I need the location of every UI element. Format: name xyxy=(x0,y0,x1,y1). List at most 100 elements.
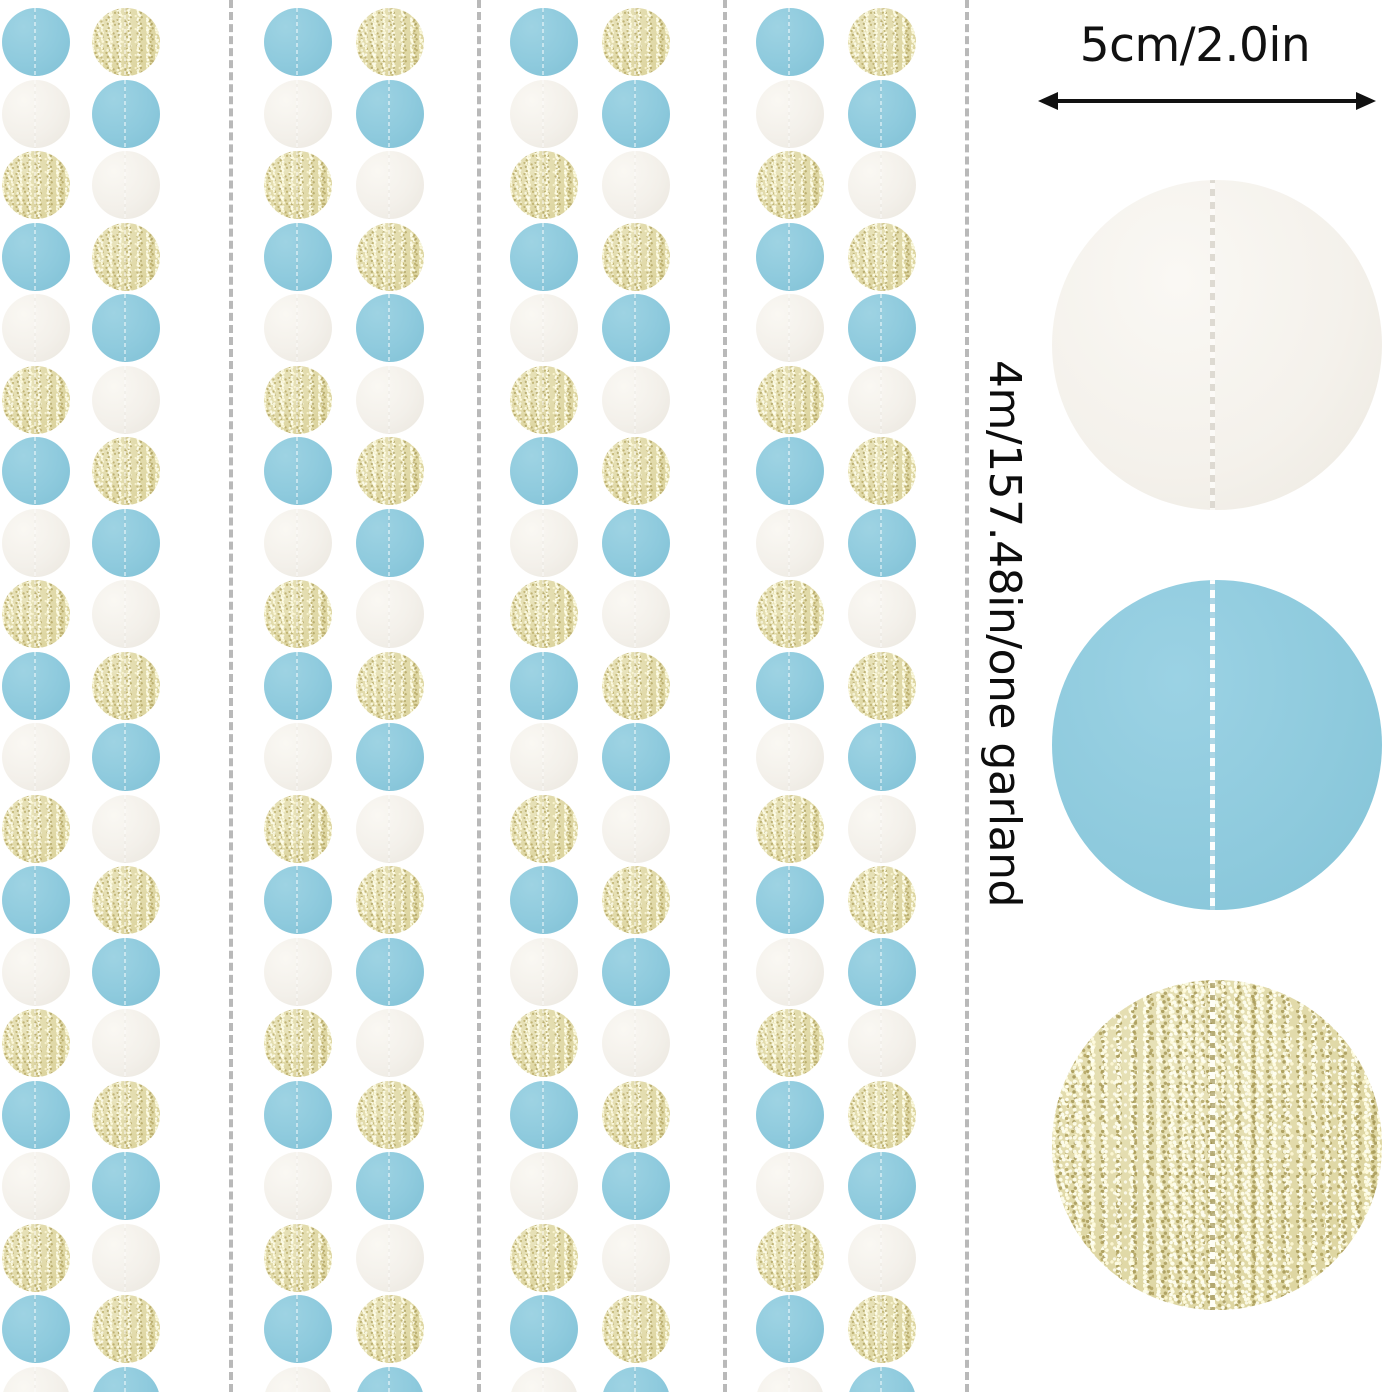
stitch-thread-icon xyxy=(387,151,390,219)
scale-label: 5cm/2.0in xyxy=(1079,18,1311,73)
stitch-thread-icon xyxy=(787,222,790,291)
stitch-thread-icon xyxy=(787,651,790,720)
stitch-thread-icon xyxy=(33,365,36,434)
stitch-thread-icon xyxy=(387,1223,390,1292)
stitch-thread-icon xyxy=(541,437,544,505)
garland-dot-blue xyxy=(510,8,578,76)
garland-dot-blue xyxy=(2,1080,70,1149)
garland-dot-white xyxy=(848,151,916,219)
gold-swatch xyxy=(1052,980,1382,1310)
stitch-thread-icon xyxy=(33,1152,36,1220)
garland-dot-gold xyxy=(848,222,916,291)
stitch-thread-icon xyxy=(879,508,882,577)
garland-dot-gold xyxy=(756,1223,824,1292)
garland-dot-gold xyxy=(756,794,824,863)
stitch-thread-icon xyxy=(879,8,882,76)
stitch-thread-icon xyxy=(33,508,36,577)
garland-dot-white xyxy=(848,580,916,648)
garland-dot-white xyxy=(756,294,824,362)
garland-panel-2 xyxy=(248,0,448,1392)
detail-swatch-region: 5cm/2.0in xyxy=(1000,0,1390,1392)
garland-strand xyxy=(2,0,70,1392)
stitch-thread-icon xyxy=(879,365,882,434)
garland-dot-blue xyxy=(2,222,70,291)
stitch-thread-icon xyxy=(541,508,544,577)
stitch-thread-icon xyxy=(633,723,636,791)
garland-strand xyxy=(356,0,424,1392)
garland-dot-blue xyxy=(756,222,824,291)
garland-dot-gold xyxy=(2,1223,70,1292)
garland-strand xyxy=(510,0,578,1392)
stitch-thread-icon xyxy=(879,437,882,505)
stitch-thread-icon xyxy=(123,79,126,148)
stitch-thread-icon xyxy=(633,937,636,1006)
stitch-thread-icon xyxy=(541,294,544,362)
garland-dot-gold xyxy=(356,1080,424,1149)
stitch-thread-icon xyxy=(123,866,126,934)
garland-dot-blue xyxy=(510,222,578,291)
stitch-thread-icon xyxy=(295,580,298,648)
stitch-thread-icon xyxy=(295,937,298,1006)
stitch-thread-icon xyxy=(541,937,544,1006)
double-headed-arrow-icon xyxy=(1038,92,1376,110)
garland-strand xyxy=(602,0,670,1392)
stitch-thread-icon xyxy=(633,151,636,219)
stitch-thread-icon xyxy=(879,937,882,1006)
garland-dot-white xyxy=(848,794,916,863)
garland-dot-gold xyxy=(356,222,424,291)
stitch-thread-icon xyxy=(633,79,636,148)
garland-dot-blue xyxy=(602,723,670,791)
stitch-thread-icon xyxy=(123,437,126,505)
stitch-thread-icon xyxy=(541,79,544,148)
stitch-thread-icon xyxy=(387,1080,390,1149)
stitch-thread-icon xyxy=(787,723,790,791)
garland-dot-blue xyxy=(848,294,916,362)
garland-dot-white xyxy=(510,1366,578,1392)
garland-dot-white xyxy=(510,294,578,362)
garland-dot-blue xyxy=(2,437,70,505)
garland-dot-blue xyxy=(848,937,916,1006)
garland-dot-blue xyxy=(92,937,160,1006)
garland-dot-blue xyxy=(848,723,916,791)
garland-dot-blue xyxy=(356,1152,424,1220)
stitch-thread-icon xyxy=(879,79,882,148)
garland-dot-gold xyxy=(2,794,70,863)
garland-dot-white xyxy=(756,1366,824,1392)
stitch-thread-icon xyxy=(787,937,790,1006)
garland-dot-white xyxy=(92,151,160,219)
stitch-thread-icon xyxy=(879,151,882,219)
stitch-thread-icon xyxy=(879,794,882,863)
garland-dot-white xyxy=(2,723,70,791)
garland-dot-white xyxy=(756,1152,824,1220)
stitch-thread-icon xyxy=(33,8,36,76)
garland-dot-blue xyxy=(602,294,670,362)
garland-dot-gold xyxy=(756,151,824,219)
stitch-thread-icon xyxy=(295,1009,298,1077)
stitch-thread-icon xyxy=(295,79,298,148)
stitch-thread-icon xyxy=(387,1152,390,1220)
garland-dot-blue xyxy=(92,294,160,362)
stitch-thread-icon xyxy=(33,294,36,362)
stitch-thread-icon xyxy=(33,794,36,863)
garland-dot-white xyxy=(602,151,670,219)
garland-dot-blue xyxy=(356,508,424,577)
garland-dot-gold xyxy=(848,866,916,934)
garland-panel-3 xyxy=(494,0,694,1392)
garland-dot-white xyxy=(602,1009,670,1077)
stitch-thread-icon xyxy=(541,1080,544,1149)
stitch-thread-icon xyxy=(123,222,126,291)
garland-dot-blue xyxy=(264,222,332,291)
stitch-thread-icon xyxy=(123,1295,126,1363)
stitch-thread-icon xyxy=(879,580,882,648)
stitch-thread-icon xyxy=(295,365,298,434)
stitch-thread-icon xyxy=(387,508,390,577)
stitch-thread-icon xyxy=(387,365,390,434)
stitch-thread-icon xyxy=(123,937,126,1006)
garland-dot-gold xyxy=(92,651,160,720)
stitch-thread-icon xyxy=(879,1295,882,1363)
garland-dot-white xyxy=(2,937,70,1006)
garland-dot-white xyxy=(756,937,824,1006)
garland-dot-blue xyxy=(848,508,916,577)
garland-dot-white xyxy=(264,508,332,577)
stitch-thread-icon xyxy=(33,1009,36,1077)
